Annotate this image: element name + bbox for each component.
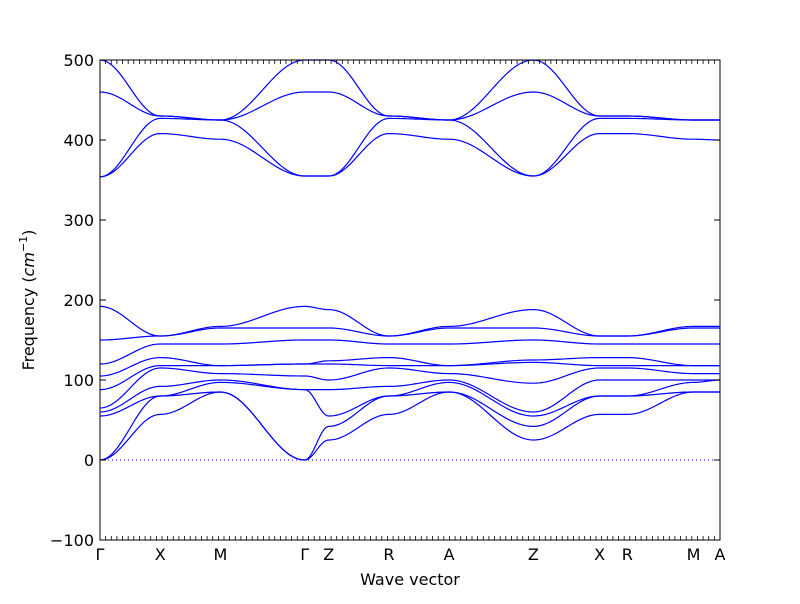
y-tick-label: 200 — [63, 291, 94, 310]
x-tick-label: Z — [528, 545, 539, 564]
x-tick-label: Γ — [96, 545, 105, 564]
band-10 — [99, 305, 720, 337]
x-tick-label: Γ — [300, 545, 309, 564]
x-tick-label: M — [687, 545, 701, 564]
y-axis-label: Frequency (cm−1) — [17, 230, 38, 371]
x-tick-label: M — [213, 545, 227, 564]
y-tick-label: −100 — [50, 531, 94, 550]
y-tick-label: 0 — [84, 451, 94, 470]
x-tick-label: X — [594, 545, 605, 564]
y-tick-label: 100 — [63, 371, 94, 390]
band-7 — [99, 356, 720, 377]
x-axis-label: Wave vector — [360, 570, 460, 589]
x-tick-label: X — [155, 545, 166, 564]
band-1 — [99, 391, 720, 461]
x-tick-label: R — [622, 545, 633, 564]
x-tick-label: A — [444, 545, 455, 564]
band-3 — [99, 379, 721, 417]
band-5 — [99, 367, 720, 409]
band-2 — [99, 391, 720, 461]
x-tick-label: A — [715, 545, 726, 564]
band-14 — [99, 59, 720, 121]
band-11 — [99, 132, 720, 178]
band-8 — [99, 339, 720, 365]
x-tick-label: R — [383, 545, 394, 564]
y-tick-label: 300 — [63, 211, 94, 230]
x-tick-label: Z — [323, 545, 334, 564]
band-4 — [99, 379, 720, 413]
y-tick-label: 500 — [63, 51, 94, 70]
plot-frame — [99, 59, 721, 541]
y-tick-label: 400 — [63, 131, 94, 150]
